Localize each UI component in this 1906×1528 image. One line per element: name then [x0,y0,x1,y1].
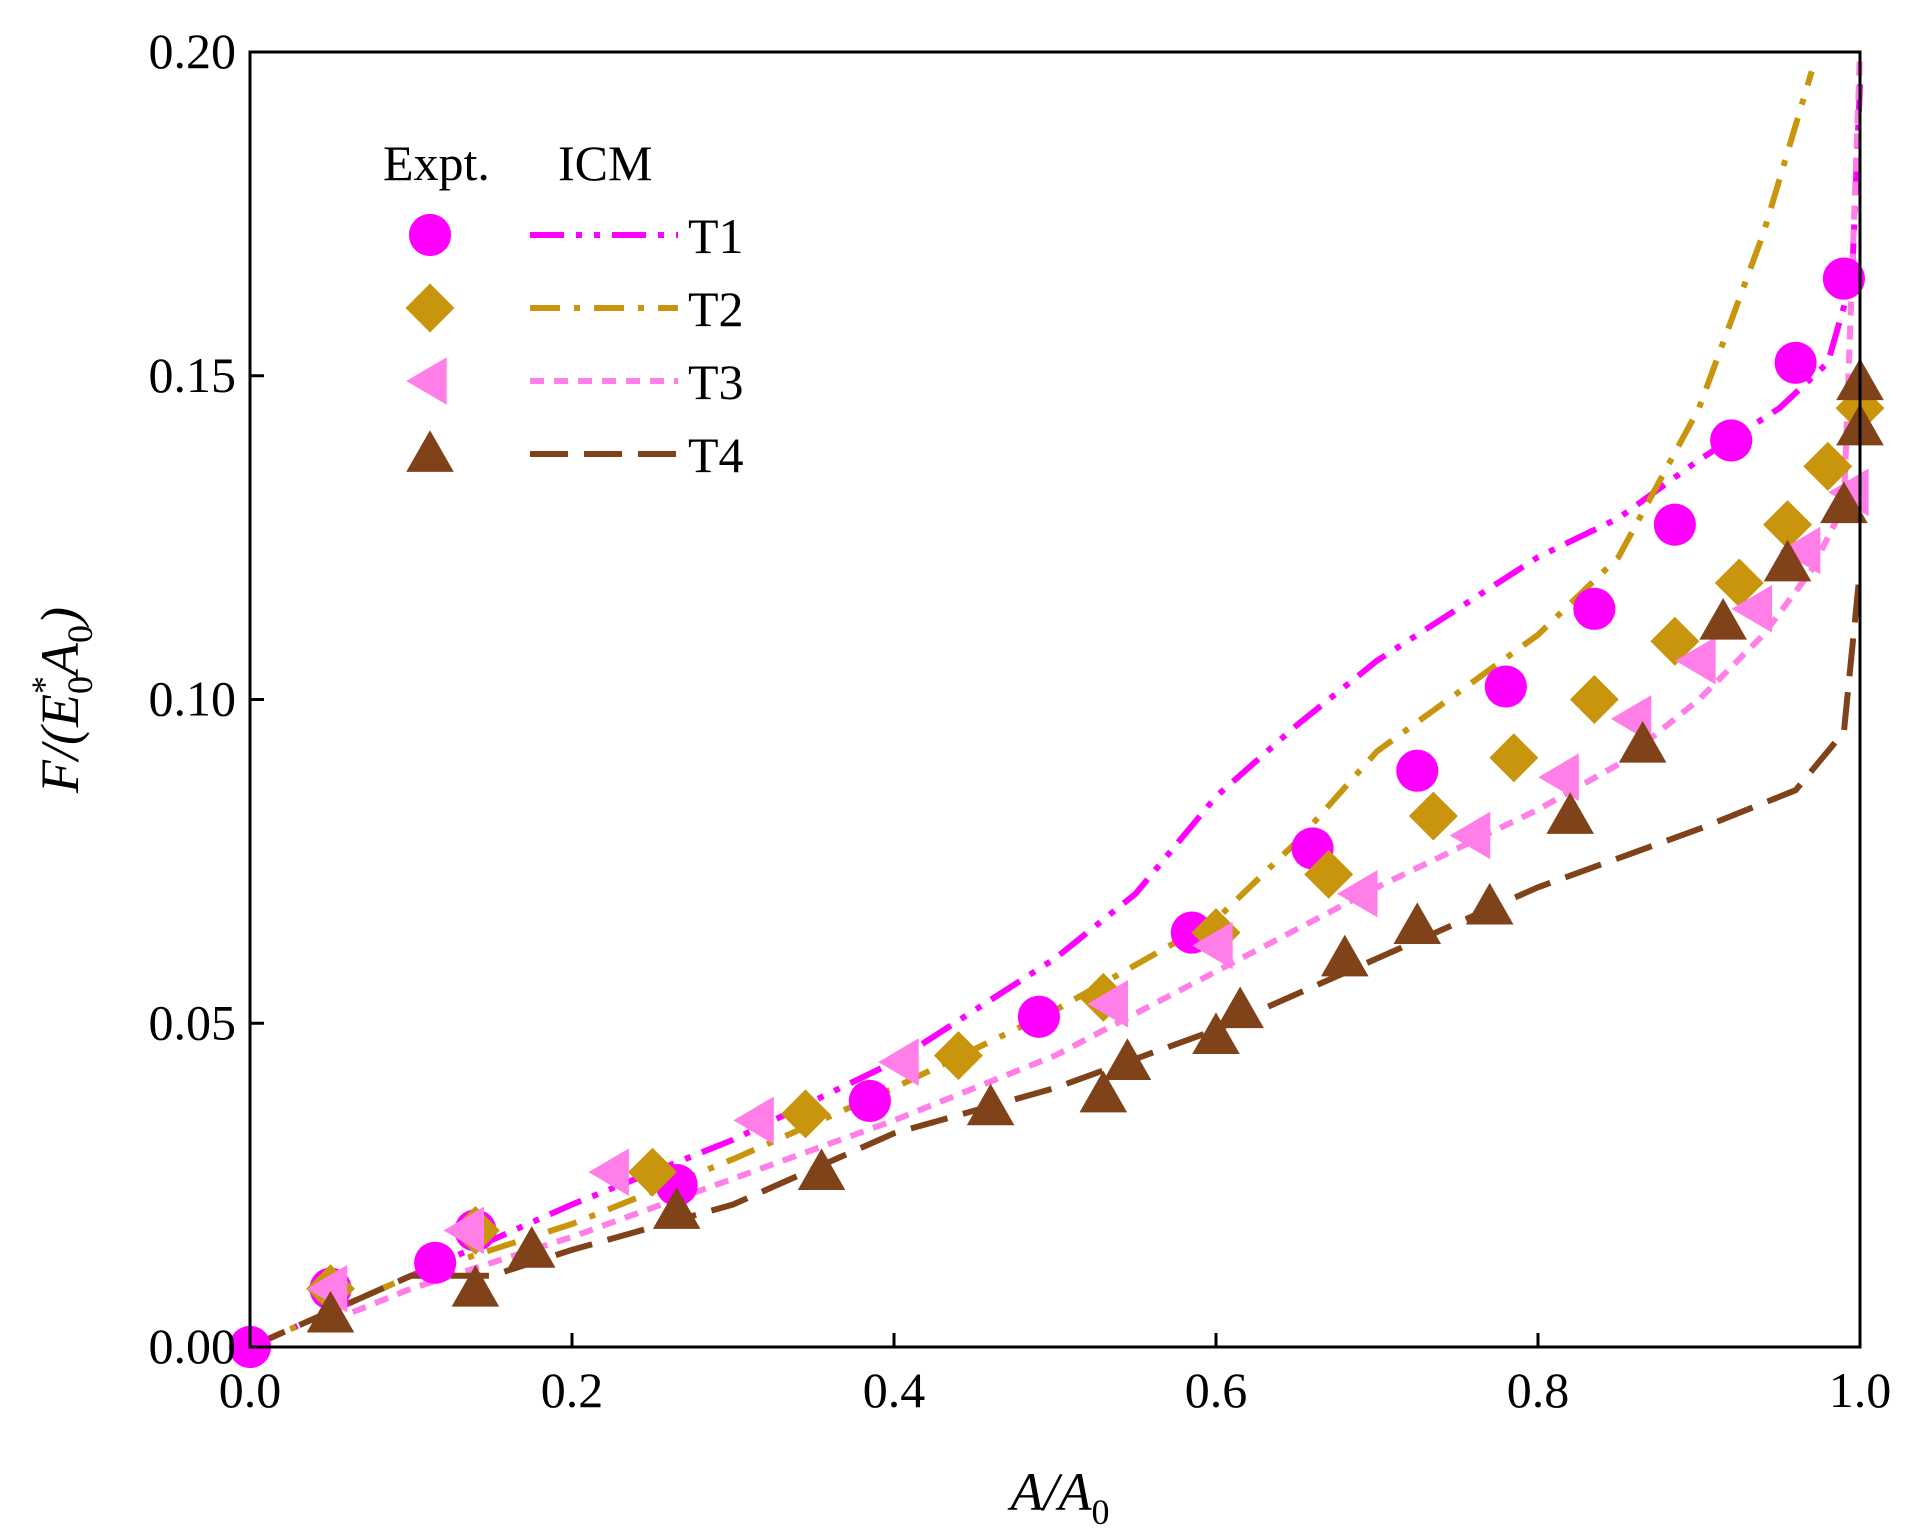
expt-point-t1 [1653,503,1696,546]
expt-point-t4 [1699,598,1747,640]
y-tick-label: 0.15 [149,347,237,403]
expt-point-t1 [1710,419,1753,462]
legend-header-expt: Expt. [383,135,490,191]
expt-point-t3 [1731,585,1773,633]
expt-point-t1 [414,1241,457,1284]
expt-point-t1 [1822,257,1865,300]
expt-point-t4 [1393,902,1442,944]
legend-marker-t1 [408,213,452,257]
expt-point-t4 [306,1290,355,1333]
legend-label-t4: T4 [688,427,744,483]
expt-point-t2 [1489,733,1539,783]
expt-point-t4 [1763,539,1812,582]
expt-point-t4 [1465,882,1514,925]
expt-point-t1 [1573,587,1616,630]
legend: Expt. ICM T1 T2 T3 T4 [383,135,744,483]
x-axis-title-main: A/A [1008,1462,1093,1522]
y-axis-title: F/(E0*A0) [24,607,100,794]
x-tick-label: 0.0 [219,1362,282,1418]
x-tick-label: 0.2 [541,1362,604,1418]
expt-point-t4 [451,1264,500,1307]
y-axis-title-suffix: ) [30,607,90,628]
y-tick-label: 0.05 [149,994,237,1050]
legend-header-model: ICM [558,135,652,191]
expt-point-t4 [1820,481,1868,524]
expt-point-t3 [878,1038,919,1086]
y-tick-label: 0.20 [149,23,237,79]
expt-point-t2 [1569,675,1619,724]
expt-point-t2 [1408,791,1458,841]
expt-point-t4 [1103,1038,1152,1080]
legend-label-t2: T2 [688,281,744,337]
x-axis-title: A/A0 [1008,1462,1110,1528]
expt-point-t1 [1484,665,1527,708]
legend-marker-t3 [406,357,447,405]
expt-point-t3 [1675,636,1716,685]
expt-point-t1 [848,1079,891,1123]
expt-point-t3 [1192,921,1233,970]
expt-point-t4 [1546,792,1594,834]
expt-point-t1 [1396,749,1439,792]
x-tick-label: 0.8 [1507,1362,1570,1418]
expt-point-t4 [797,1148,846,1191]
expt-point-t1 [1774,341,1817,384]
expt-point-t3 [733,1096,774,1145]
expt-point-t2 [780,1089,830,1139]
y-axis-title-sub2: 0 [60,625,100,643]
y-axis-title-prefix: F/(E [30,694,90,794]
expt-point-t2 [933,1031,983,1081]
expt-point-t2 [1763,500,1813,550]
expt-point-t4 [1321,934,1369,977]
experiment-markers [228,257,1885,1369]
legend-label-t3: T3 [688,354,744,410]
y-axis: 0.00 0.05 0.10 0.15 0.20 [149,23,264,1374]
x-tick-label: 0.4 [863,1362,926,1418]
expt-point-t4 [652,1187,701,1229]
expt-point-t3 [1449,811,1491,860]
expt-point-t4 [1216,986,1264,1029]
y-tick-label: 0.00 [149,1318,237,1374]
legend-marker-t2 [405,283,455,333]
model-curve-t1 [248,84,1863,1350]
expt-point-t3 [1538,753,1579,801]
expt-point-t4 [966,1083,1015,1126]
expt-point-t2 [1304,849,1354,899]
y-tick-label: 0.10 [149,671,237,727]
expt-point-t4 [1079,1070,1128,1113]
expt-point-t3 [1779,526,1821,575]
expt-point-t3 [306,1264,348,1313]
expt-point-t2 [1650,616,1700,666]
expt-point-t2 [628,1147,677,1197]
y-axis-title-sub: 0 [60,676,100,694]
y-axis-title-mid: A [30,642,90,679]
expt-point-t4 [1192,1012,1240,1055]
legend-label-t1: T1 [688,208,744,264]
expt-point-t4 [507,1226,556,1268]
expt-point-t2 [1803,441,1853,491]
x-axis: 0.0 0.2 0.4 0.6 0.8 1.0 [219,1333,1892,1418]
y-axis-title-sup: * [24,676,64,694]
expt-point-t3 [588,1148,629,1196]
expt-point-t2 [1714,558,1764,608]
expt-point-t1 [1017,995,1060,1038]
expt-point-t4 [1618,721,1667,763]
x-axis-title-sub: 0 [1091,1492,1109,1528]
legend-marker-t4 [406,430,454,472]
expt-point-t3 [1087,980,1129,1028]
x-tick-label: 1.0 [1829,1362,1892,1418]
expt-point-t3 [1337,869,1378,918]
x-tick-label: 0.6 [1185,1362,1248,1418]
expt-point-t3 [443,1206,485,1255]
